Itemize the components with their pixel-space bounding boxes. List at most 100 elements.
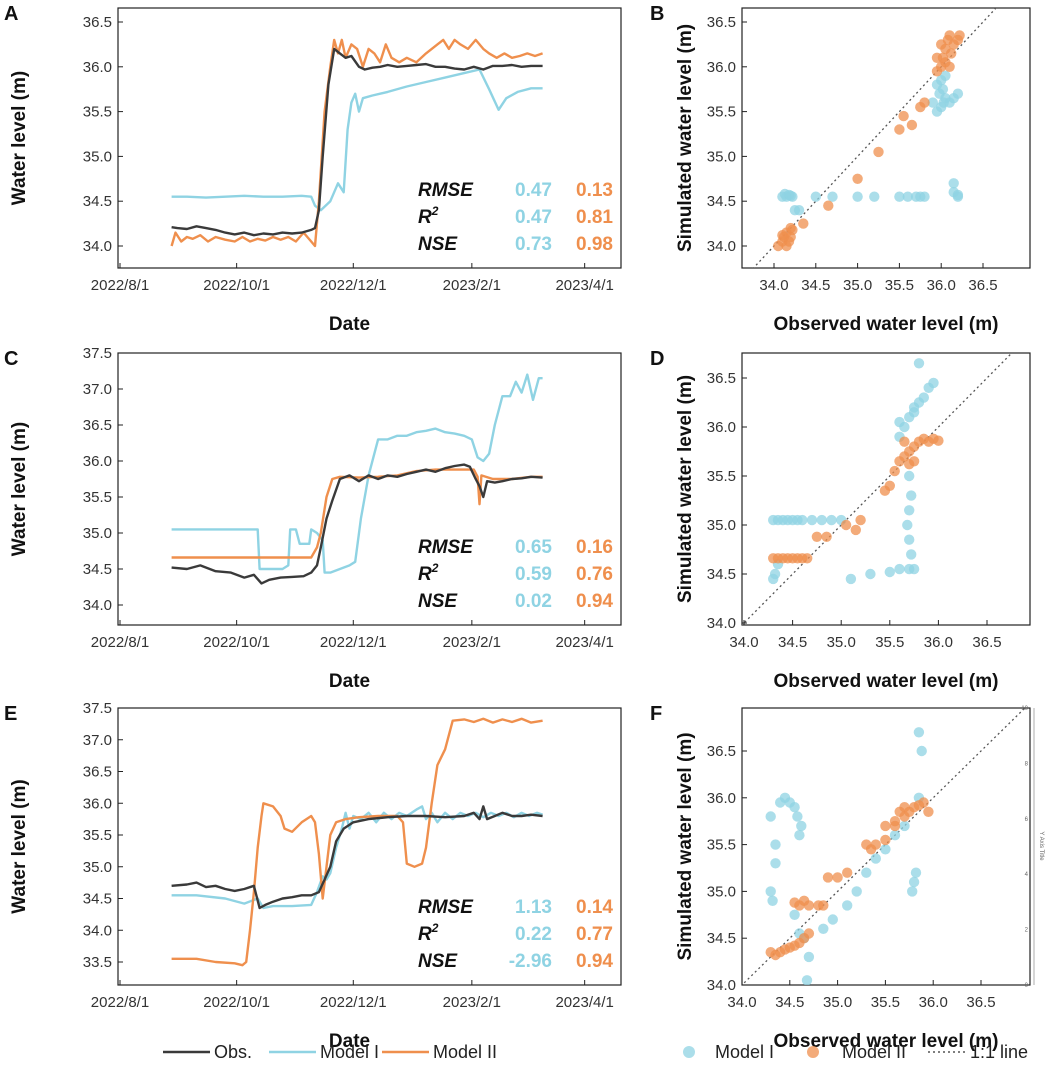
stat-label-rmse: RMSE (418, 180, 474, 201)
scatter-point-model1 (948, 178, 959, 189)
scatter-point-model2 (884, 480, 895, 491)
y-tick-label: 36.5 (707, 743, 736, 760)
x-tick-label: 35.5 (871, 994, 900, 1011)
scatter-point-model2 (918, 797, 929, 808)
x-tick-label: 35.0 (823, 994, 852, 1011)
scatter-point-model2 (898, 110, 909, 122)
series-line-obs (171, 47, 543, 237)
y-axis-title: Water level (m) (9, 71, 30, 205)
side-axis-tick: 4 (1025, 872, 1029, 878)
x-tick-label: 35.5 (875, 634, 904, 651)
x-tick-label: 2022/8/1 (91, 994, 149, 1011)
scatter-point-model1 (913, 358, 925, 369)
scatter-point-model1 (899, 820, 910, 832)
y-tick-label: 37.5 (83, 700, 112, 717)
y-tick-label: 34.0 (83, 597, 112, 614)
scatter-point-model1 (952, 191, 964, 202)
scatter-point-model1 (904, 470, 915, 482)
legend-scatter: Model I Model II 1:1 line (683, 1042, 1028, 1062)
legend-label-line11: 1:1 line (970, 1042, 1028, 1062)
x-axis-title: Date (329, 671, 370, 692)
x-tick-label: 2023/2/1 (443, 277, 501, 294)
y-tick-label: 36.5 (83, 764, 112, 781)
x-axis-title: Observed water level (m) (774, 671, 999, 692)
scatter-point-model1 (952, 88, 964, 99)
scatter-point-model1 (938, 97, 949, 108)
y-tick-label: 34.5 (83, 891, 112, 908)
x-tick-label: 34.0 (729, 634, 758, 651)
scatter-point-model1 (770, 858, 781, 869)
scatter-point-model1 (919, 191, 930, 202)
scatter-point-model1 (796, 820, 807, 832)
legend-label-model1: Model I (320, 1042, 379, 1062)
x-tick-label: 34.0 (759, 277, 788, 294)
scatter-point-model2 (842, 867, 853, 878)
y-tick-label: 34.5 (707, 566, 736, 583)
scatter-point-model1 (908, 876, 920, 888)
scatter-point-model1 (928, 377, 939, 389)
stat-label-nse: NSE (418, 951, 458, 972)
legend-label-model2: Model II (842, 1042, 906, 1062)
stat-value-model1: 0.02 (515, 591, 552, 612)
stat-label-nse: NSE (418, 234, 458, 255)
stat-value-model1: 0.47 (515, 180, 552, 201)
scatter-point-model1 (770, 839, 781, 850)
scatter-point-model2 (818, 900, 829, 911)
series-line-obs (171, 463, 543, 585)
scatter-point-model2 (781, 240, 792, 252)
scatter-point-model1 (894, 416, 905, 428)
series-line-model2 (170, 38, 543, 248)
scatter-point-model1 (918, 392, 929, 403)
x-tick-label: 2023/4/1 (555, 634, 613, 651)
x-tick-label: 34.5 (778, 634, 807, 651)
scatter-point-model1 (787, 191, 798, 202)
x-tick-label: 35.0 (843, 277, 872, 294)
x-tick-label: 2022/8/1 (91, 277, 149, 294)
x-axis-title: Observed water level (m) (774, 1031, 999, 1052)
stat-value-model1: -2.96 (509, 951, 552, 972)
plot-frame (741, 7, 1031, 269)
scatter-point-model1 (906, 549, 917, 560)
y-tick-label: 35.0 (83, 148, 112, 165)
plot-frame (117, 352, 622, 626)
panel-label: F (650, 703, 662, 725)
y-tick-label: 34.0 (707, 977, 736, 994)
stat-value-model2: 0.77 (576, 924, 613, 945)
x-tick-label: 2023/2/1 (443, 994, 501, 1011)
y-tick-label: 36.0 (83, 453, 112, 470)
one-to-one-line (742, 708, 1026, 985)
panel-label: A (4, 3, 18, 25)
x-axis-title: Date (329, 1031, 370, 1052)
scatter-point-model1 (910, 867, 922, 878)
scatter-point-model2 (822, 872, 834, 883)
stat-value-model1: 0.65 (515, 537, 552, 558)
stat-label-nse: NSE (418, 591, 458, 612)
scatter-point-model1 (803, 951, 815, 963)
scatter-point-model2 (811, 531, 823, 542)
scatter-point-model1 (768, 573, 779, 585)
scatter-point-model2 (906, 119, 918, 131)
scatter-point-model1 (904, 505, 915, 516)
scatter-point-model2 (889, 816, 901, 827)
scatter-point-model1 (927, 97, 938, 108)
y-tick-label: 34.0 (83, 238, 112, 255)
y-tick-label: 34.5 (83, 561, 112, 578)
scatter-point-model2 (894, 124, 905, 135)
y-tick-label: 36.0 (707, 790, 736, 807)
x-tick-label: 34.0 (727, 994, 756, 1011)
scatter-point-model1 (916, 745, 927, 757)
x-tick-label: 36.5 (968, 277, 997, 294)
scatter-point-model2 (933, 435, 944, 446)
scatter-point-model1 (894, 563, 905, 575)
scatter-point-model2 (923, 806, 934, 817)
y-axis-title: Water level (m) (9, 779, 30, 913)
scatter-point-model2 (944, 61, 955, 72)
x-tick-label: 36.5 (966, 994, 995, 1011)
series-line-model1 (171, 68, 543, 212)
scatter-point-model2 (798, 218, 809, 229)
scatter-point-model1 (797, 514, 808, 526)
side-axis-tick: 0 (1025, 983, 1029, 989)
stat-value-model1: 0.22 (515, 924, 552, 945)
y-axis-title: Water level (m) (9, 422, 30, 556)
